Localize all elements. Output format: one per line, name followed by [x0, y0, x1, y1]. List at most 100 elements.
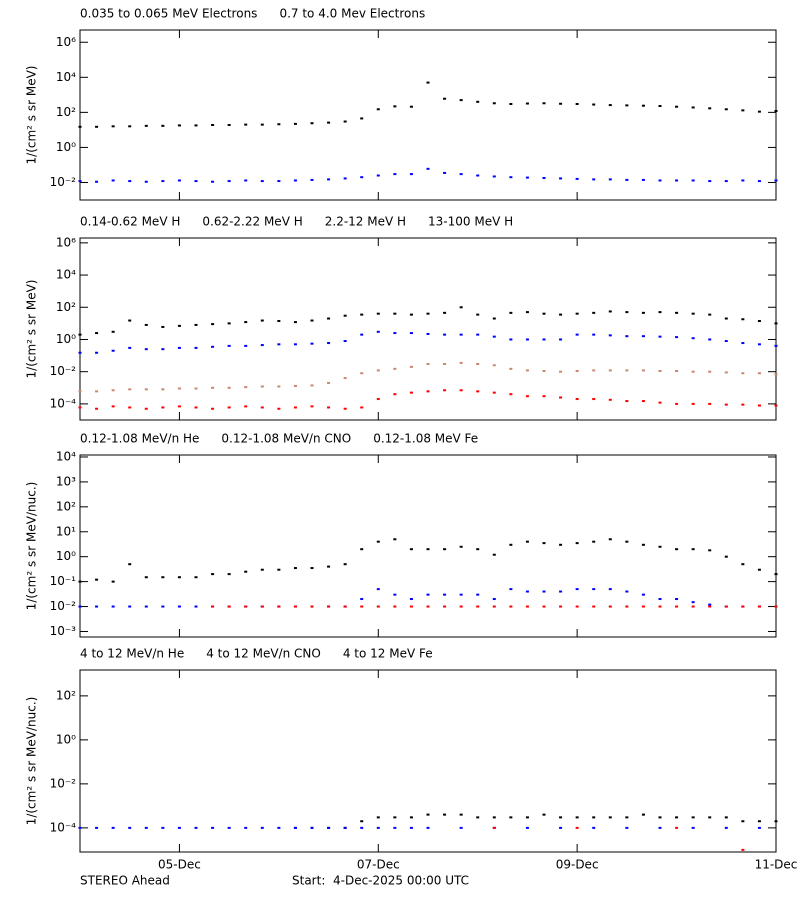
y-tick-label: 10⁻³ [50, 624, 77, 638]
data-point [492, 826, 496, 829]
y-tick-label: 10⁻⁴ [50, 820, 77, 834]
data-point [675, 179, 679, 182]
data-point [675, 548, 679, 551]
data-point [177, 124, 181, 127]
data-point [95, 180, 99, 183]
data-point [327, 406, 331, 409]
data-point [608, 334, 612, 337]
data-point [409, 365, 413, 368]
data-point [525, 311, 529, 314]
y-tick-label: 10⁻² [50, 776, 77, 790]
data-point [708, 605, 712, 608]
data-point [360, 176, 364, 179]
data-point [509, 311, 513, 314]
data-point [111, 125, 115, 128]
data-point [310, 178, 314, 181]
data-point [409, 605, 413, 608]
data-point [211, 345, 215, 348]
data-point [393, 593, 397, 596]
data-point [724, 816, 728, 819]
data-point [675, 402, 679, 405]
legend-entry: 0.12-1.08 MeV/n CNO [221, 432, 351, 446]
data-point [260, 180, 264, 183]
data-point [608, 369, 612, 372]
data-point [128, 388, 132, 391]
data-point [211, 826, 215, 829]
data-point [459, 605, 463, 608]
data-point [741, 563, 745, 566]
data-point [343, 314, 347, 317]
data-point [459, 361, 463, 364]
data-point [277, 605, 281, 608]
data-point [144, 826, 148, 829]
data-point [559, 826, 563, 829]
data-point [426, 390, 430, 393]
data-point [641, 813, 645, 816]
data-point [144, 407, 148, 410]
data-point [409, 332, 413, 335]
y-tick-label: 10² [56, 105, 76, 119]
data-point [95, 407, 99, 410]
data-point [625, 590, 629, 593]
y-tick-label: 10¹ [56, 524, 76, 538]
legend-entry: 0.12-1.08 MeV Fe [373, 432, 478, 446]
x-tick-label: 11-Dec [755, 858, 798, 872]
data-point [675, 336, 679, 339]
data-point [492, 335, 496, 338]
data-point [774, 404, 778, 407]
data-point [443, 813, 447, 816]
data-point [608, 310, 612, 313]
data-point [575, 312, 579, 315]
data-point [559, 543, 563, 546]
data-point [111, 330, 115, 333]
data-point [409, 598, 413, 601]
data-point [608, 398, 612, 401]
data-point [476, 593, 480, 596]
data-point [227, 386, 231, 389]
data-point [128, 346, 132, 349]
y-tick-label: 10⁴ [56, 449, 76, 463]
data-point [376, 174, 380, 177]
data-point [641, 400, 645, 403]
data-point [476, 100, 480, 103]
legend-entry: 4 to 12 MeV/n He [80, 647, 184, 661]
data-point [277, 826, 281, 829]
data-point [592, 605, 596, 608]
data-point [128, 605, 132, 608]
data-point [177, 346, 181, 349]
data-point [293, 605, 297, 608]
data-point [592, 333, 596, 336]
data-point [559, 177, 563, 180]
data-point [244, 179, 248, 182]
data-point [111, 605, 115, 608]
data-point [409, 313, 413, 316]
data-point [708, 338, 712, 341]
y-tick-label: 10² [56, 688, 76, 702]
data-point [757, 605, 761, 608]
y-tick-label: 10⁴ [56, 268, 76, 282]
data-point [525, 338, 529, 341]
y-tick-label: 10⁻² [50, 175, 77, 189]
data-point [310, 384, 314, 387]
data-point [641, 311, 645, 314]
data-point [492, 816, 496, 819]
data-point [293, 179, 297, 182]
data-point [426, 826, 430, 829]
data-point [376, 540, 380, 543]
data-point [144, 124, 148, 127]
legend-entry: 0.14-0.62 MeV H [80, 215, 180, 229]
data-point [757, 404, 761, 407]
legend-entry: 4 to 12 MeV/n CNO [206, 647, 321, 661]
plot-frame [79, 454, 777, 638]
data-point [592, 311, 596, 314]
data-point [757, 820, 761, 823]
data-point [260, 385, 264, 388]
data-point [78, 333, 82, 336]
data-point [741, 372, 745, 375]
data-point [509, 605, 513, 608]
data-point [608, 605, 612, 608]
data-point [260, 406, 264, 409]
data-point [575, 333, 579, 336]
data-point [658, 335, 662, 338]
data-point [244, 321, 248, 324]
